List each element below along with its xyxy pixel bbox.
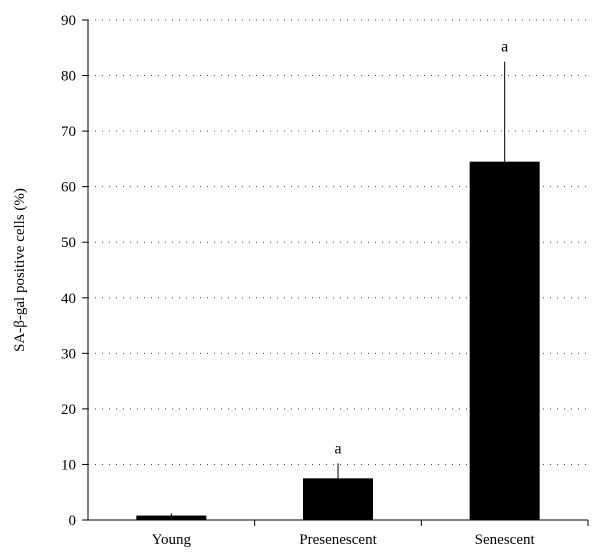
bar-presenescent — [303, 478, 373, 520]
y-tick-label: 20 — [61, 402, 76, 418]
y-tick-label: 40 — [61, 291, 76, 307]
y-tick-label: 30 — [61, 346, 76, 362]
y-ticks: 0 10 20 30 40 50 60 70 80 90 — [61, 13, 88, 529]
bar-senescent — [469, 161, 540, 520]
y-tick-label: 60 — [61, 180, 76, 196]
x-ticks: Young Presenescent Senescent — [152, 520, 589, 548]
significance-label: a — [334, 440, 341, 457]
bar-young — [136, 515, 207, 520]
error-bars — [170, 61, 506, 516]
y-tick-label: 0 — [69, 513, 77, 529]
bars — [136, 161, 540, 520]
y-tick-label: 70 — [61, 124, 76, 140]
x-tick-label: Young — [152, 532, 192, 548]
y-tick-label: 80 — [61, 69, 76, 85]
y-tick-label: 50 — [61, 235, 76, 251]
y-tick-label: 10 — [61, 457, 76, 473]
y-axis-title: SA-β-gal positive cells (%) — [12, 188, 28, 352]
significance-label: a — [501, 39, 508, 56]
y-tick-label: 90 — [61, 13, 76, 29]
x-tick-label: Presenescent — [299, 532, 377, 548]
x-tick-label: Senescent — [475, 532, 536, 548]
axes — [87, 20, 588, 521]
significance-annotations: aa — [334, 39, 508, 458]
